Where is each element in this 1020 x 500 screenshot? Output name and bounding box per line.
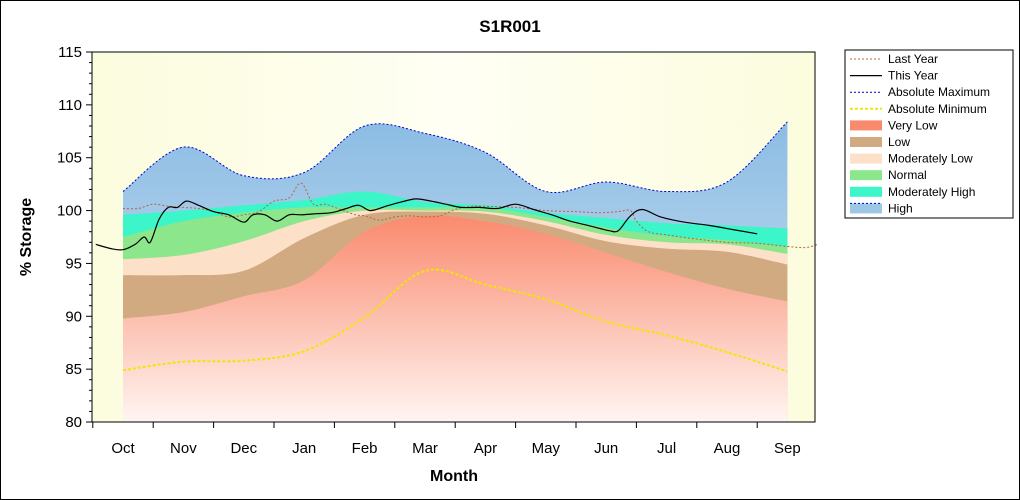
series-lines xyxy=(95,121,818,373)
band-very-low xyxy=(123,215,788,422)
legend-label-high: High xyxy=(888,201,913,215)
x-tick-label: Dec xyxy=(230,440,257,457)
legend: Last Year This Year Absolute Maximum Absolu… xyxy=(844,49,1014,219)
y-tick-label: 115 xyxy=(58,44,82,61)
y-axis-title: % Storage xyxy=(18,198,35,276)
axes: 80 85 90 95 100 105 110 115 Oct Nov Dec Jan Feb Mar Ap… xyxy=(57,44,816,457)
legend-label-normal: Normal xyxy=(888,168,927,182)
x-tick-label: Jun xyxy=(594,440,618,457)
x-tick-label: Nov xyxy=(170,440,197,457)
x-tick-label: Feb xyxy=(352,440,378,457)
legend-label-very-low: Very Low xyxy=(888,118,938,132)
x-tick-label: Oct xyxy=(111,440,135,457)
y-tick-label: 90 xyxy=(65,308,82,325)
chart-title: S1R001 xyxy=(479,17,540,36)
x-tick-label: Sep xyxy=(774,440,801,457)
legend-label-absolute-minimum: Absolute Minimum xyxy=(888,102,987,116)
legend-label-moderately-high: Moderately High xyxy=(888,185,975,199)
legend-label-last-year: Last Year xyxy=(888,52,938,66)
series-this-year xyxy=(95,198,758,251)
legend-swatch-moderately-high xyxy=(850,186,882,197)
x-tick-label: Apr xyxy=(474,440,497,457)
y-tick-label: 110 xyxy=(58,97,82,114)
x-tick-label: Jul xyxy=(657,440,676,457)
plot-frame xyxy=(91,51,816,423)
percentile-bands xyxy=(123,121,788,423)
series-absolute-maximum xyxy=(122,121,788,193)
legend-swatch-high xyxy=(850,203,882,214)
x-tick-label: May xyxy=(532,440,561,457)
legend-swatch-normal xyxy=(850,170,882,181)
legend-label-absolute-maximum: Absolute Maximum xyxy=(888,85,990,99)
x-tick-label: Aug xyxy=(714,440,741,457)
legend-label-this-year: This Year xyxy=(888,69,938,83)
y-tick-label: 100 xyxy=(57,203,82,220)
y-tick-label: 80 xyxy=(65,414,82,431)
series-last-year xyxy=(122,182,818,249)
series-absolute-minimum xyxy=(122,268,788,373)
legend-label-moderately-low: Moderately Low xyxy=(888,152,973,166)
legend-swatch-very-low xyxy=(850,120,882,131)
y-tick-label: 105 xyxy=(57,150,82,167)
y-tick-label: 85 xyxy=(65,361,82,378)
x-axis-title: Month xyxy=(430,468,478,485)
legend-swatch-low xyxy=(850,137,882,147)
y-tick-label: 95 xyxy=(65,255,82,272)
x-tick-label: Mar xyxy=(412,440,438,457)
legend-swatch-moderately-low xyxy=(850,153,882,164)
x-tick-label: Jan xyxy=(292,440,316,457)
legend-label-low: Low xyxy=(888,135,910,149)
